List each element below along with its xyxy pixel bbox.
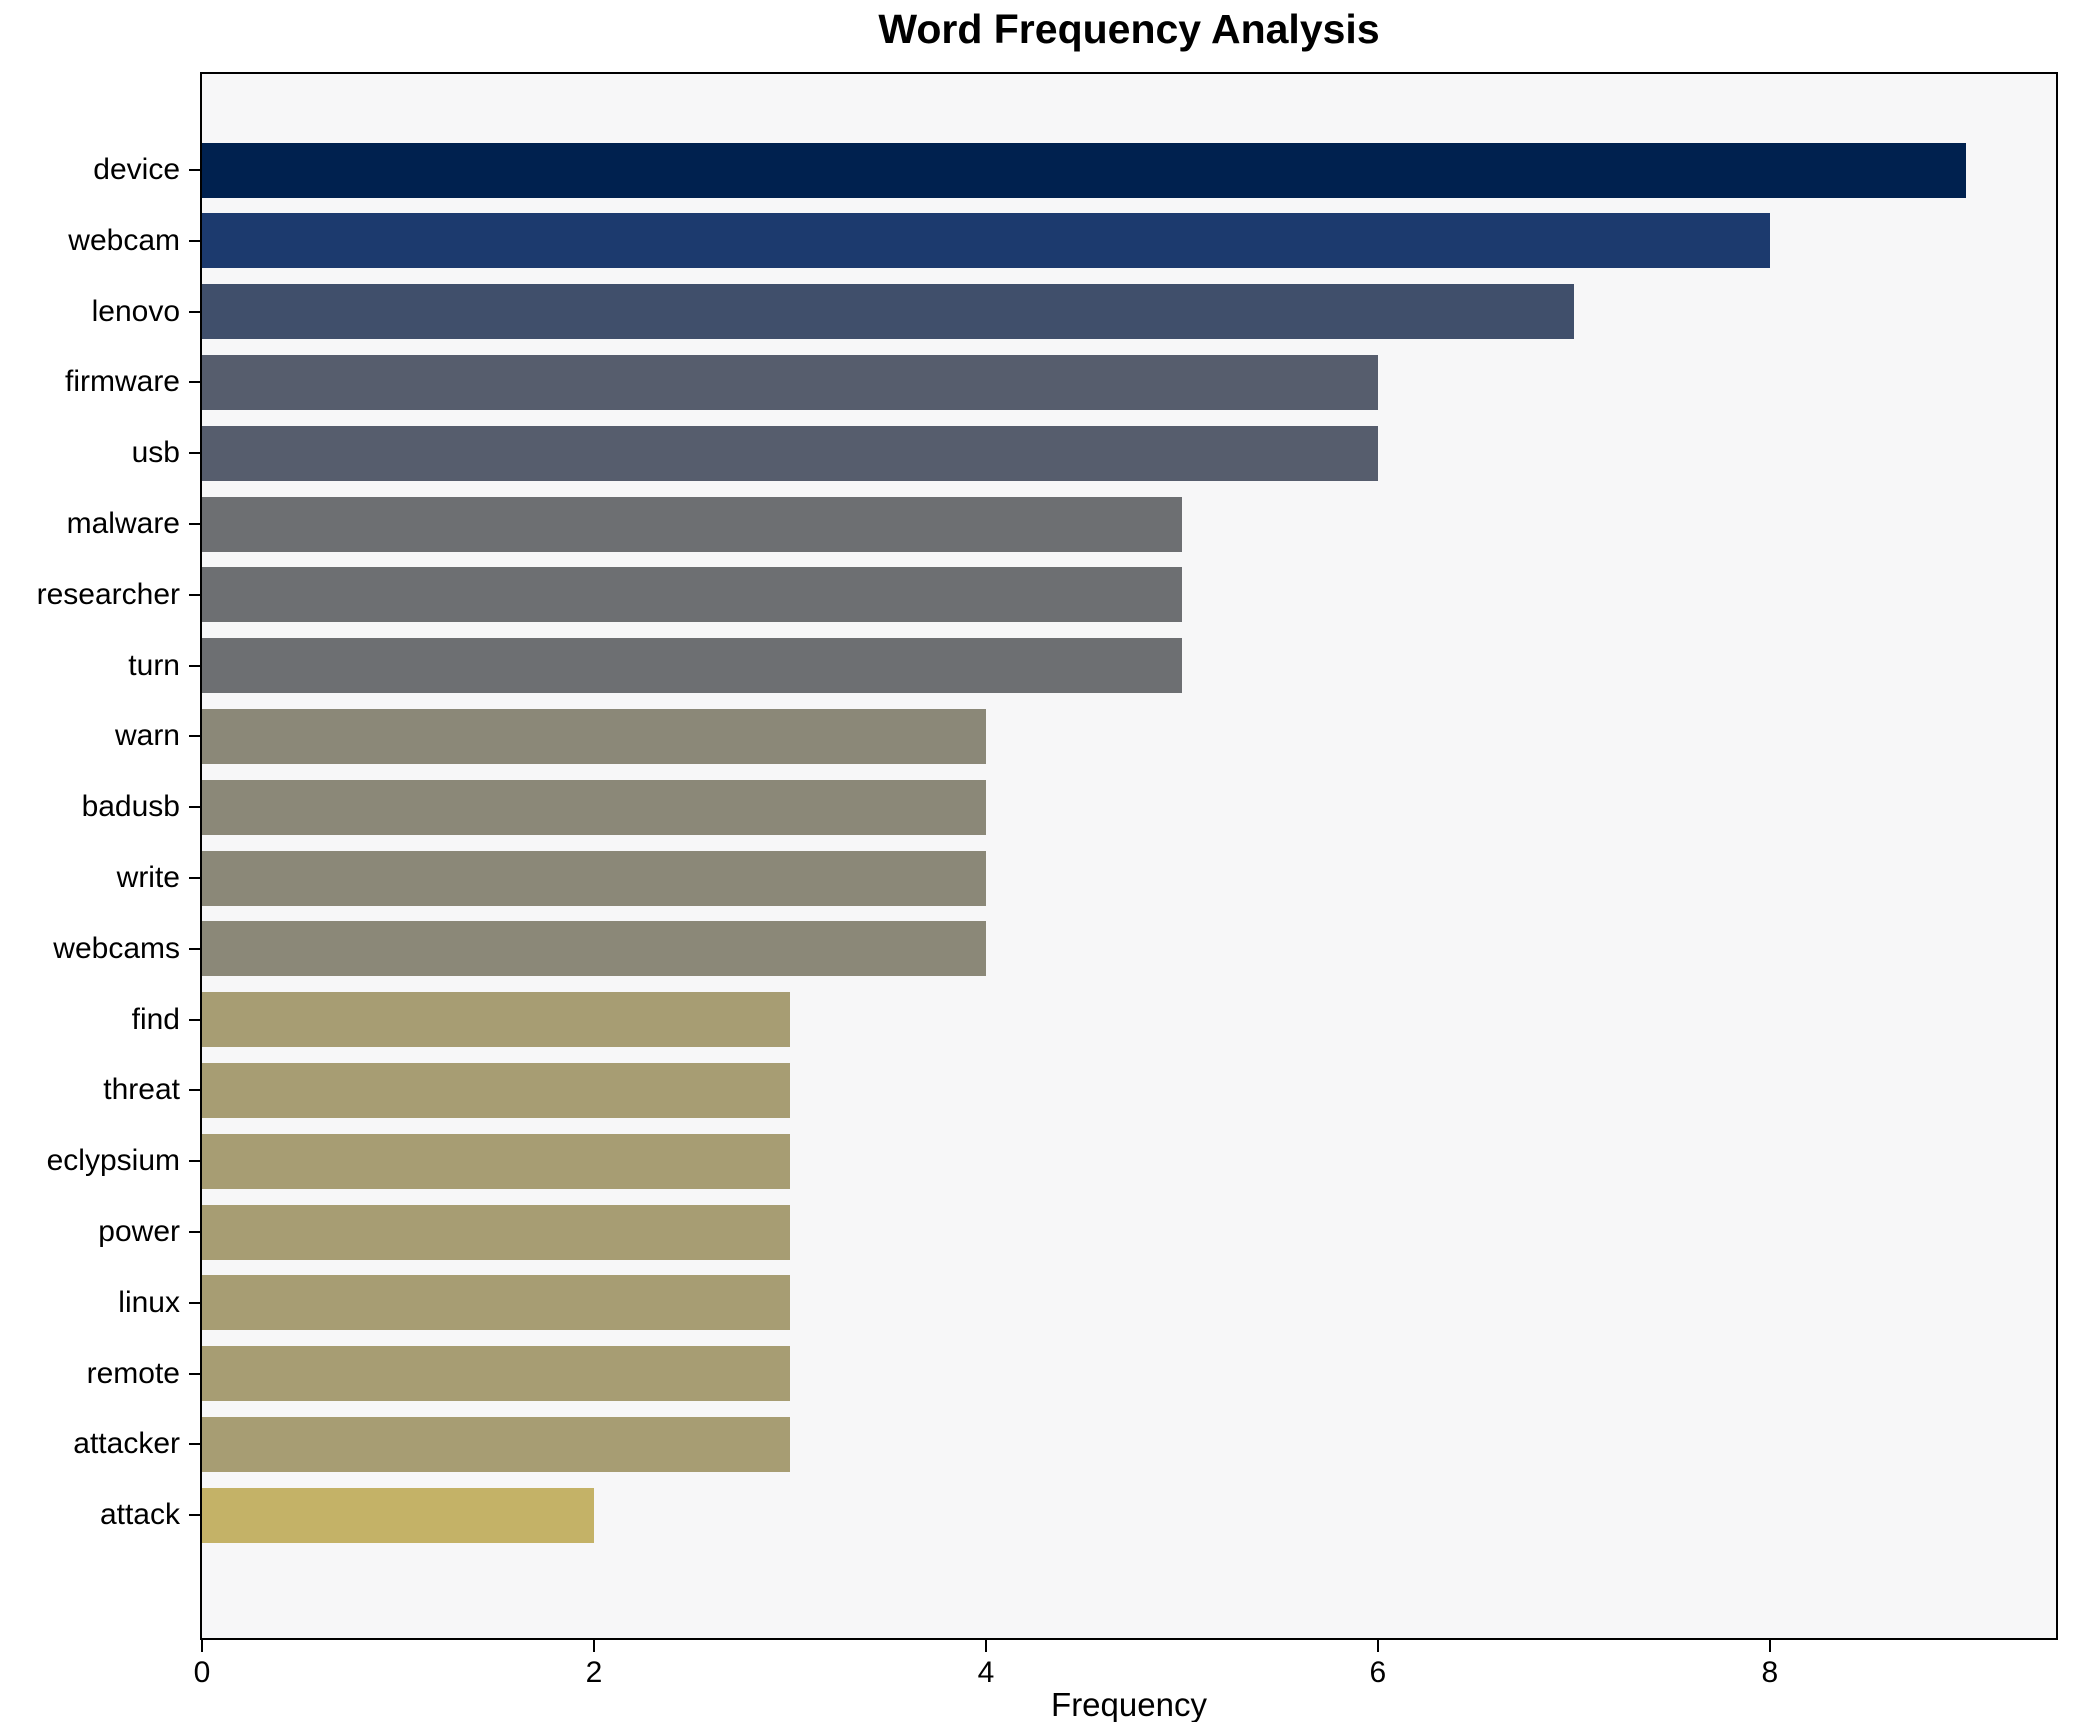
bar-firmware (202, 354, 1378, 410)
bar-attacker (202, 1416, 790, 1472)
bar-turn (202, 638, 1182, 694)
bar-device (202, 142, 1966, 198)
x-tick-mark (984, 1640, 987, 1652)
bar-remote (202, 1346, 790, 1402)
y-tick-mark (189, 523, 200, 525)
y-tick-mark (189, 947, 200, 950)
bar-linux (202, 1275, 790, 1331)
bar-eclypsium (202, 1133, 790, 1189)
y-tick-label: lenovo (91, 294, 180, 328)
y-tick-label: webcams (53, 931, 180, 965)
y-tick-label: badusb (81, 790, 180, 824)
y-tick-label: usb (131, 436, 180, 470)
bar-power (202, 1204, 790, 1260)
y-tick-label: write (116, 861, 180, 894)
y-tick-mark (189, 1089, 200, 1092)
bar-webcam (202, 213, 1770, 269)
x-tick-label: 4 (977, 1656, 995, 1689)
y-tick-mark (189, 169, 200, 171)
y-tick-mark (189, 310, 200, 313)
y-tick-label: webcam (68, 223, 180, 257)
y-tick-mark (189, 1443, 200, 1446)
chart-title: Word Frequency Analysis (878, 6, 1380, 52)
bar-researcher (202, 567, 1182, 623)
bar-warn (202, 708, 986, 764)
bar-write (202, 850, 986, 906)
y-tick-mark (189, 452, 200, 455)
y-tick-mark (189, 1160, 200, 1163)
y-tick-label: remote (86, 1356, 180, 1390)
bar-attack (202, 1487, 594, 1543)
y-tick-label: find (131, 1002, 180, 1036)
y-tick-mark (189, 735, 200, 738)
x-tick-label: 0 (193, 1656, 211, 1689)
x-tick-mark (592, 1640, 595, 1652)
y-tick-label: attacker (73, 1427, 180, 1461)
plot-area (200, 72, 2058, 1640)
x-tick-mark (1376, 1640, 1379, 1652)
bar-find (202, 992, 790, 1048)
x-axis-label: Frequency (1051, 1686, 1207, 1722)
x-tick-mark (1768, 1640, 1771, 1652)
y-tick-label: device (93, 153, 180, 186)
y-tick-mark (189, 239, 200, 242)
y-tick-label: malware (66, 507, 180, 540)
bar-badusb (202, 779, 986, 835)
y-tick-mark (189, 593, 200, 596)
bar-usb (202, 425, 1378, 481)
y-tick-label: researcher (36, 577, 180, 611)
y-tick-mark (189, 381, 200, 384)
bar-malware (202, 496, 1182, 552)
y-tick-mark (189, 877, 200, 879)
y-tick-label: power (98, 1215, 180, 1248)
y-tick-mark (189, 664, 200, 667)
bar-threat (202, 1062, 790, 1118)
x-tick-label: 2 (585, 1656, 603, 1689)
x-tick-label: 8 (1761, 1656, 1779, 1689)
x-tick-mark (201, 1640, 203, 1652)
y-tick-mark (189, 1372, 200, 1375)
y-tick-label: eclypsium (46, 1144, 180, 1178)
x-tick-label: 6 (1369, 1656, 1387, 1689)
y-tick-mark (189, 1231, 200, 1233)
y-tick-label: firmware (64, 365, 180, 399)
y-tick-mark (189, 1301, 200, 1304)
y-tick-label: threat (103, 1073, 180, 1107)
y-tick-mark (189, 1018, 200, 1021)
y-tick-label: attack (99, 1498, 180, 1532)
y-tick-label: linux (118, 1285, 180, 1319)
y-tick-mark (189, 1514, 200, 1517)
y-tick-label: turn (128, 648, 180, 682)
y-tick-label: warn (114, 719, 180, 753)
bar-webcams (202, 921, 986, 977)
bar-lenovo (202, 284, 1574, 340)
y-tick-mark (189, 806, 200, 809)
